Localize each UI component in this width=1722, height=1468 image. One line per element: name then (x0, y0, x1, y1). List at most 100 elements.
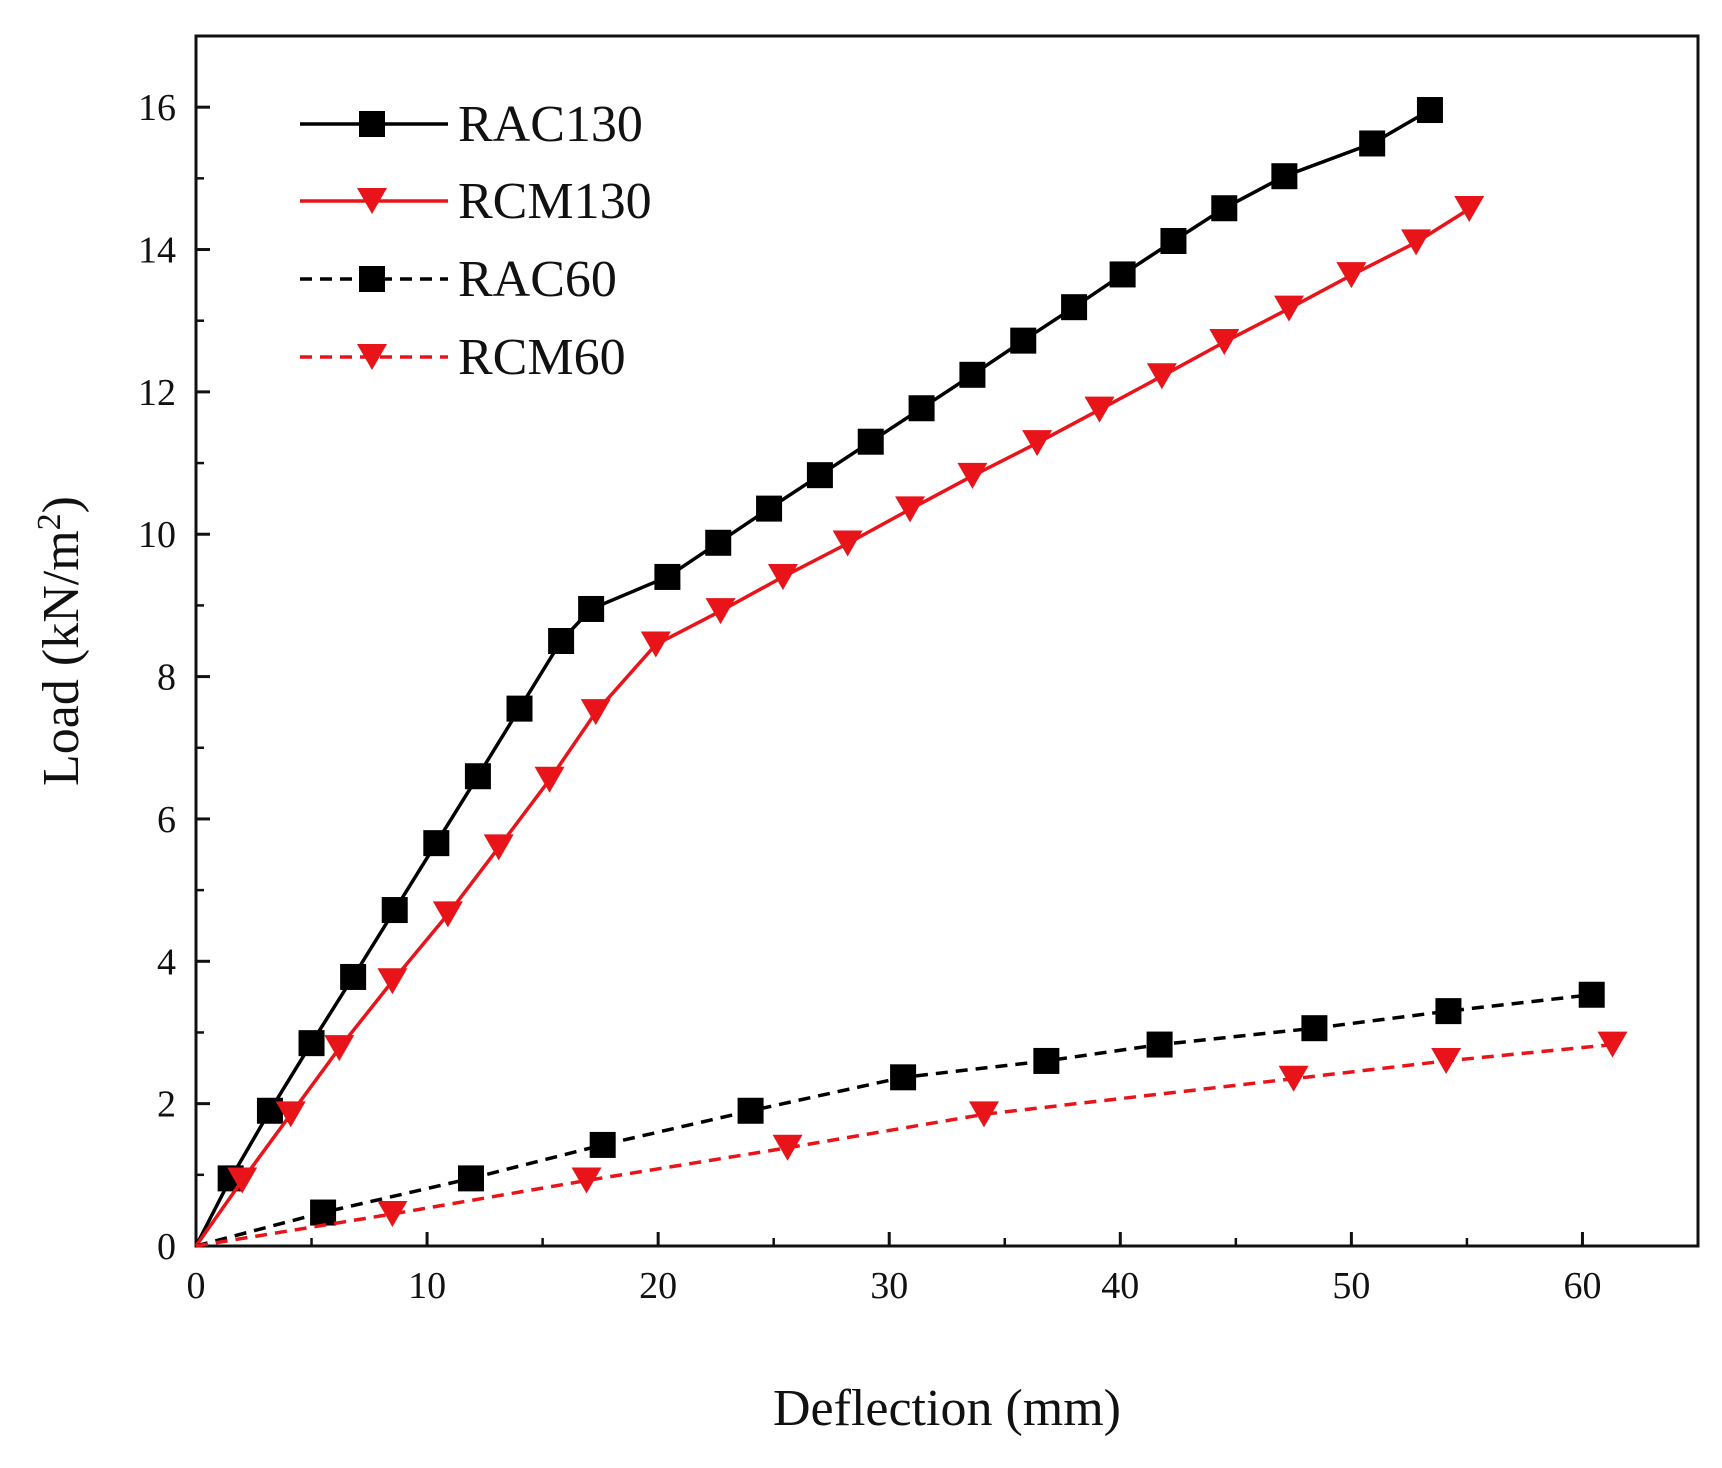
data-point-rac130 (857, 428, 884, 455)
data-point-rcm130 (1273, 295, 1304, 322)
legend-item-rac130: RAC130 (300, 96, 643, 153)
data-point-rcm60 (968, 1101, 999, 1128)
data-point-rcm130 (227, 1167, 258, 1194)
data-point-rcm130 (1022, 430, 1053, 457)
legend-item-rac60: RAC60 (300, 251, 617, 308)
data-point-rac130 (908, 395, 935, 422)
data-point-rac130 (548, 628, 575, 654)
data-point-rac130 (1061, 294, 1088, 321)
data-point-rcm130 (1084, 396, 1115, 423)
legend-marker (357, 344, 387, 370)
data-point-rac130 (806, 462, 833, 489)
data-point-rac60 (1146, 1031, 1173, 1058)
data-point-rcm130 (767, 563, 798, 590)
data-point-rcm130 (705, 598, 736, 625)
data-point-rcm130 (640, 631, 671, 658)
data-point-rcm130 (580, 699, 611, 726)
legend-marker (359, 111, 385, 137)
plot-area (194, 34, 1700, 1248)
series-rcm60 (195, 1031, 1628, 1248)
data-point-rac130 (298, 1030, 325, 1057)
data-point-rcm60 (571, 1167, 602, 1194)
data-point-rac130 (756, 495, 783, 522)
data-point-rcm130 (957, 462, 988, 489)
data-point-rac60 (890, 1064, 917, 1091)
legend-label: RAC130 (458, 96, 643, 153)
data-point-rac130 (1271, 163, 1298, 190)
data-point-rac60 (310, 1199, 337, 1226)
data-point-rcm130 (832, 530, 863, 557)
data-point-rac130 (340, 963, 367, 990)
data-point-rcm130 (275, 1101, 306, 1128)
legend-label: RCM60 (458, 329, 626, 386)
legend-item-rcm130: RCM130 (300, 173, 652, 230)
x-tick-label: 50 (1332, 1265, 1370, 1307)
y-axis-title-main: Load (kN/m (33, 530, 90, 786)
x-axis-title: Deflection (mm) (773, 1380, 1121, 1437)
data-point-rcm130 (432, 901, 463, 928)
data-point-rcm130 (1209, 329, 1240, 356)
y-tick-label: 0 (157, 1226, 176, 1268)
data-point-rac130 (1416, 97, 1443, 124)
data-point-rac60 (737, 1097, 764, 1124)
data-point-rac130 (464, 763, 491, 790)
data-point-rac130 (506, 695, 533, 722)
data-point-rac130 (654, 563, 681, 590)
data-point-rcm130 (1336, 262, 1367, 289)
y-tick-label: 6 (157, 799, 176, 841)
legend: RAC130 RCM130 RAC60 RCM60 (300, 96, 652, 386)
legend-item-rcm60: RCM60 (300, 329, 626, 386)
x-tick-label: 0 (187, 1265, 206, 1307)
data-point-rac130 (1109, 261, 1136, 288)
legend-label: RCM130 (458, 173, 652, 230)
y-axis-ticks: 0 2 4 6 8 10 12 14 16 (138, 87, 210, 1268)
data-point-rcm130 (377, 968, 408, 995)
data-point-rcm130 (895, 496, 926, 523)
data-point-rac130 (959, 361, 986, 388)
legend-marker (357, 188, 387, 214)
legend-marker (359, 266, 385, 292)
data-point-rac60 (1435, 998, 1462, 1025)
data-point-rcm60 (1431, 1047, 1462, 1074)
data-point-rcm130 (534, 766, 565, 793)
data-point-rcm60 (1278, 1065, 1309, 1092)
x-tick-label: 40 (1101, 1265, 1139, 1307)
data-point-rcm60 (377, 1200, 408, 1227)
data-point-rac130 (381, 897, 408, 924)
y-tick-label: 8 (157, 657, 176, 699)
data-point-rac130 (1010, 327, 1037, 354)
data-point-rcm60 (772, 1134, 803, 1161)
data-point-rac130 (705, 529, 732, 556)
x-axis-ticks: 0 10 20 30 40 50 60 (187, 1232, 1601, 1307)
data-point-rac130 (578, 595, 605, 622)
data-point-rcm130 (324, 1035, 355, 1062)
x-tick-label: 30 (870, 1265, 908, 1307)
data-point-rcm130 (1401, 229, 1432, 256)
data-point-rac60 (1578, 981, 1605, 1008)
series-rac60 (195, 981, 1605, 1248)
legend-label: RAC60 (458, 251, 617, 308)
data-point-rcm130 (483, 834, 514, 861)
data-point-rac130 (1359, 130, 1386, 157)
series-layer (194, 97, 1628, 1248)
data-point-rac60 (589, 1131, 616, 1158)
x-tick-label: 20 (639, 1265, 677, 1307)
y-tick-label: 16 (138, 87, 176, 129)
x-tick-label: 60 (1563, 1265, 1601, 1307)
y-tick-label: 12 (138, 372, 176, 414)
y-axis-title-close: ) (33, 496, 90, 513)
y-axis-title: Load (kN/m2) (31, 496, 90, 786)
y-tick-label: 10 (138, 514, 176, 556)
data-point-rac60 (457, 1165, 484, 1192)
data-point-rcm60 (1597, 1031, 1628, 1058)
y-tick-label: 14 (138, 230, 176, 272)
y-tick-label: 4 (157, 941, 176, 983)
series-rcm130 (194, 195, 1485, 1248)
data-point-rac130 (423, 830, 450, 857)
data-point-rcm130 (1146, 363, 1177, 390)
data-point-rcm130 (1454, 195, 1485, 222)
data-point-rac130 (1211, 195, 1238, 222)
plot-frame (194, 34, 1700, 1248)
